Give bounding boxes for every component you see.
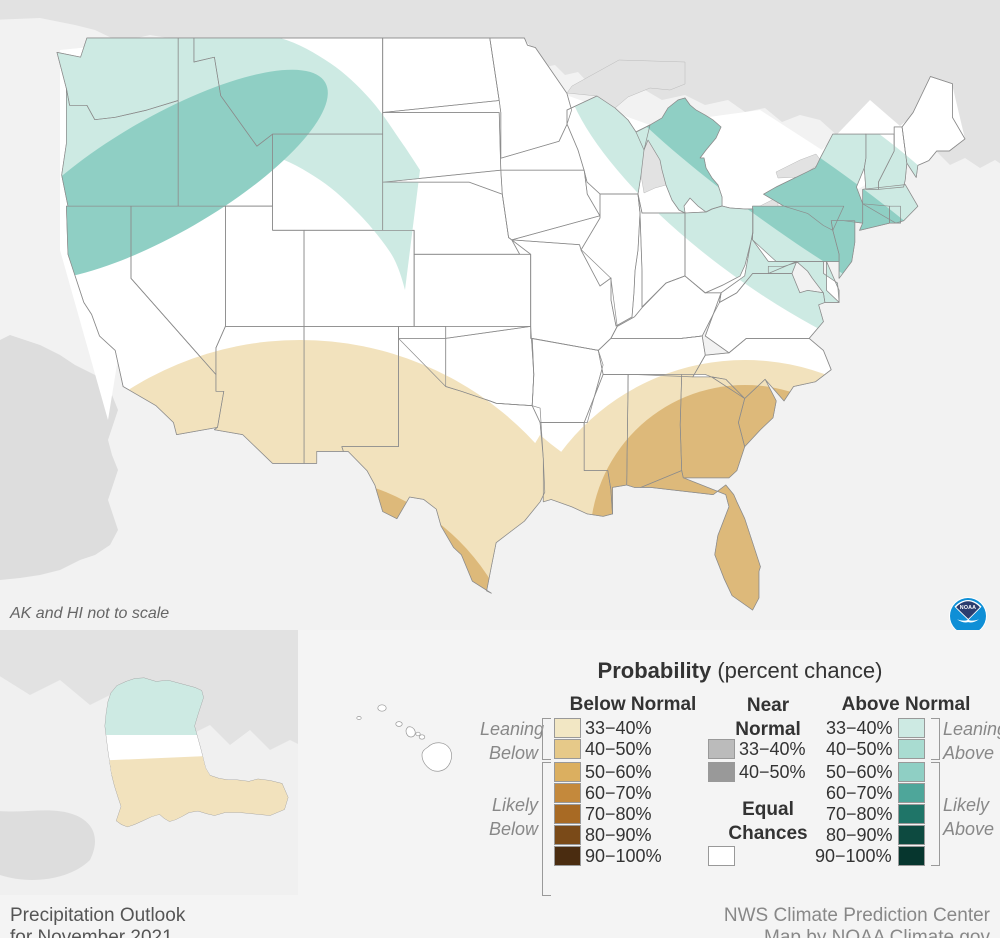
- svg-text:NOAA: NOAA: [960, 605, 976, 611]
